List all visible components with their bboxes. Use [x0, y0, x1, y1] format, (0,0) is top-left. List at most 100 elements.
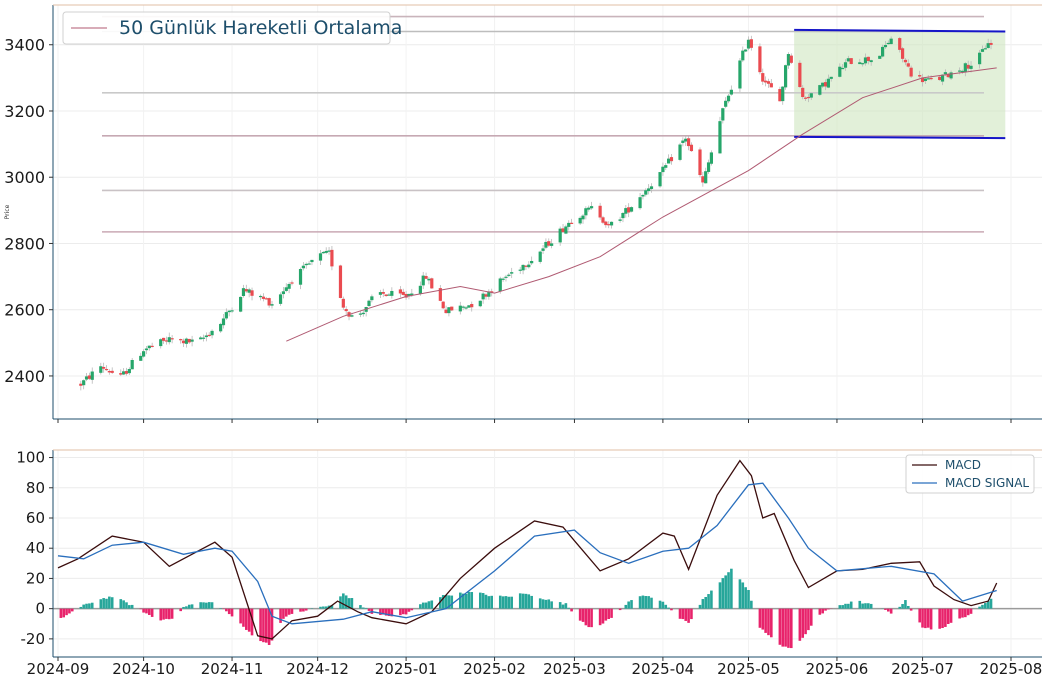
macd-histogram-bar [71, 609, 74, 612]
x-tick-label: 2025-05 [717, 660, 780, 678]
candle-body [644, 190, 647, 194]
candle-body [827, 79, 830, 88]
macd-histogram-bar [719, 582, 722, 608]
macd-histogram-bar [907, 606, 910, 609]
macd-histogram-bar [131, 605, 134, 609]
macd-histogram-bar [724, 575, 727, 608]
macd-histogram-bar [587, 609, 590, 627]
macd-histogram-bar [858, 601, 861, 609]
macd-histogram-bar [565, 603, 568, 608]
candle-body [305, 264, 308, 265]
candle-body [325, 251, 328, 253]
channel-lower-line [794, 137, 1005, 138]
candle-body [191, 340, 194, 342]
candle-body [707, 162, 710, 172]
candle-body [210, 331, 213, 335]
candle-body [530, 261, 533, 263]
candle-body [105, 369, 108, 370]
candle-body [484, 294, 487, 296]
candle-body [250, 290, 253, 295]
macd-histogram-bar [465, 594, 468, 609]
macd-histogram-bar [268, 609, 271, 645]
macd-histogram-bar [722, 578, 725, 609]
candle-body [987, 43, 990, 48]
candle-body [524, 266, 527, 267]
macd-histogram-bar [225, 609, 228, 612]
candle-body [630, 207, 633, 211]
macd-histogram-bar [208, 602, 211, 609]
candle-body [627, 207, 630, 212]
macd-histogram-bar [405, 609, 408, 615]
candle-body [841, 68, 844, 69]
candle-body [502, 279, 505, 280]
macd-ytick-label: -20 [21, 630, 46, 648]
macd-histogram-bar [302, 609, 305, 612]
candle-body [322, 252, 325, 253]
macd-ytick-label: 60 [26, 509, 45, 527]
macd-histogram-bar [847, 604, 850, 609]
candle-body [111, 371, 114, 373]
x-tick-label: 2024-12 [286, 660, 349, 678]
macd-histogram-bar [450, 596, 453, 609]
candle-body [910, 68, 913, 77]
candle-body [139, 356, 142, 361]
macd-histogram-bar [428, 601, 431, 608]
candle-body [824, 82, 827, 86]
candle-body [767, 81, 770, 84]
candle-body [299, 269, 302, 285]
candle-body [798, 63, 801, 87]
macd-histogram-bar [202, 602, 205, 608]
macd-histogram-bar [459, 593, 462, 609]
candle-body [108, 371, 111, 372]
candle-body [607, 224, 610, 225]
macd-histogram-bar [610, 609, 613, 618]
macd-histogram-bar [921, 609, 924, 628]
macd-histogram-bar [744, 587, 747, 608]
macd-histogram-bar [642, 596, 645, 609]
candle-body [821, 83, 824, 87]
candle-body [590, 206, 593, 208]
macd-histogram-bar [479, 593, 482, 609]
candle-body [650, 186, 653, 189]
macd-histogram-bar [545, 600, 548, 609]
candle-body [470, 304, 473, 307]
macd-histogram-bar [399, 609, 402, 616]
macd-histogram-bar [841, 605, 844, 609]
macd-histogram-bar [704, 597, 707, 609]
candle-body [969, 66, 972, 69]
macd-histogram-bar [519, 593, 522, 608]
macd-histogram-bar [579, 609, 582, 621]
candle-body [288, 284, 291, 289]
macd-histogram-bar [730, 569, 733, 609]
macd-histogram-bar [927, 609, 930, 628]
candle-body [282, 291, 285, 294]
price-ytick-label: 3000 [4, 168, 45, 187]
candle-body [744, 50, 747, 52]
candle-body [918, 75, 921, 76]
macd-histogram-bar [619, 609, 622, 610]
candle-body [162, 338, 165, 341]
candle-body [898, 38, 901, 50]
candle-body [721, 108, 724, 120]
macd-histogram-bar [368, 609, 371, 611]
macd-histogram-bar [987, 601, 990, 608]
candle-body [199, 337, 202, 339]
macd-histogram-bar [102, 598, 105, 609]
macd-histogram-bar [168, 609, 171, 620]
candle-body [182, 341, 185, 344]
candle-body [881, 47, 884, 57]
candle-body [527, 265, 530, 268]
macd-histogram-bar [490, 596, 493, 609]
candle-body [125, 371, 128, 374]
candle-body [168, 337, 171, 342]
macd-ytick-label: 0 [35, 600, 45, 618]
macd-histogram-bar [810, 609, 813, 626]
candle-body [904, 60, 907, 62]
macd-histogram-bar [288, 609, 291, 615]
candle-body [710, 152, 713, 163]
price-ytick-label: 3400 [4, 36, 45, 55]
candle-body [550, 243, 553, 245]
candle-body [790, 56, 793, 63]
candle-body [205, 335, 208, 337]
